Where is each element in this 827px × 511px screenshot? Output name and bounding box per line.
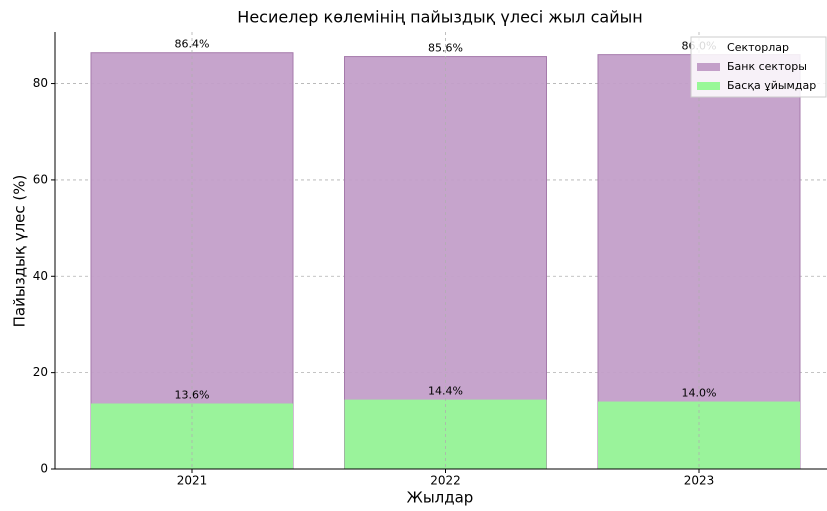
x-tick-label: 2021 xyxy=(177,474,208,488)
x-tick-label: 2022 xyxy=(430,474,461,488)
legend-swatch xyxy=(697,63,720,71)
y-tick-label: 20 xyxy=(33,365,48,379)
x-axis-label: Жылдар xyxy=(407,489,474,507)
legend-label: Банк секторы xyxy=(727,60,807,73)
y-axis-label: Пайыздық үлес (%) xyxy=(11,175,29,328)
data-label: 14.4% xyxy=(428,385,463,398)
chart-title: Несиелер көлемінің пайыздық үлесі жыл са… xyxy=(237,8,642,27)
x-tick-label: 2023 xyxy=(684,474,715,488)
data-label: 85.6% xyxy=(428,42,463,55)
y-tick-label: 40 xyxy=(33,269,48,283)
legend-swatch xyxy=(697,82,720,90)
y-tick-label: 80 xyxy=(33,76,48,90)
legend-label: Басқа ұйымдар xyxy=(727,79,816,92)
legend-title: Секторлар xyxy=(727,41,789,54)
y-tick-label: 60 xyxy=(33,172,48,186)
y-tick-label: 0 xyxy=(40,462,48,476)
